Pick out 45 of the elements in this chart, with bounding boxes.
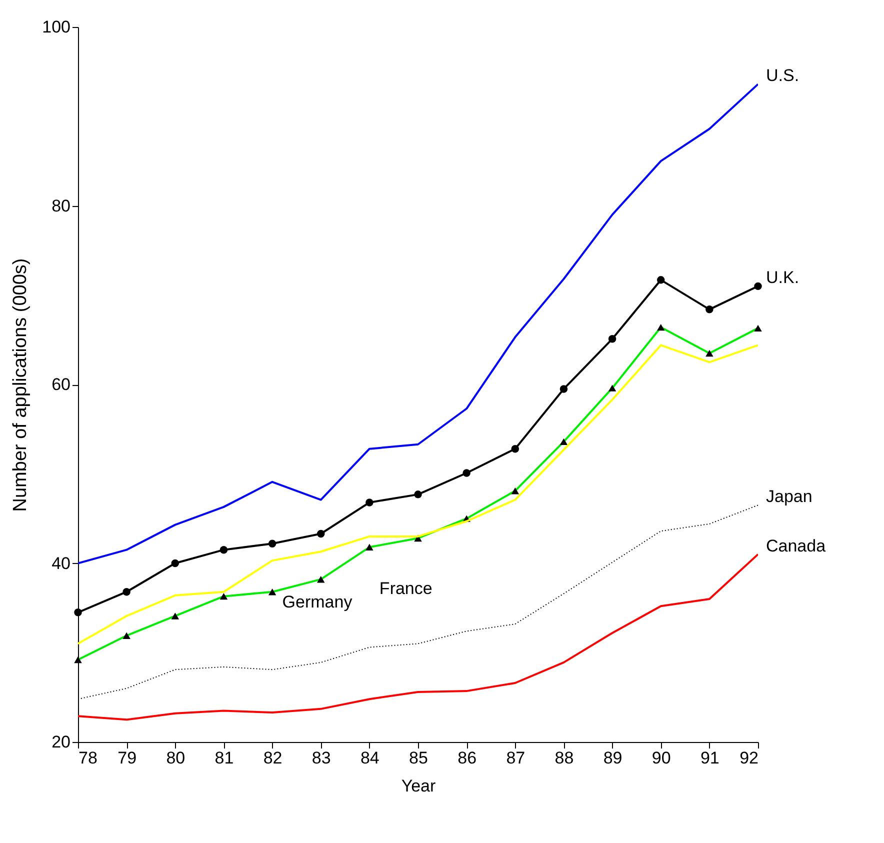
- point: [122, 588, 130, 596]
- x-tick-label: 81: [214, 748, 234, 768]
- point: [366, 498, 374, 506]
- x-tick-label: 92: [740, 748, 758, 768]
- x-tick-label: 78: [78, 748, 98, 768]
- point: [74, 608, 82, 616]
- x-tick-label: 89: [603, 748, 622, 768]
- series-label: Japan: [766, 487, 812, 506]
- x-tick-label: 83: [312, 748, 331, 768]
- point: [656, 276, 665, 284]
- point: [608, 335, 616, 343]
- line-series: [78, 553, 758, 721]
- annotation: France: [379, 579, 432, 598]
- y-tick-label: 100: [42, 18, 70, 36]
- x-tick-label: 88: [554, 748, 574, 768]
- annotation: Germany: [282, 592, 353, 612]
- y-tick-label: 80: [52, 196, 70, 216]
- series-label: U.S.: [766, 66, 800, 86]
- point: [171, 559, 180, 568]
- line-series: [78, 83, 758, 564]
- point: [316, 530, 325, 538]
- x-tick-label: 79: [118, 748, 137, 768]
- point: [462, 469, 470, 477]
- series-label: U.K.: [766, 268, 800, 288]
- x-tick-label: 84: [360, 748, 380, 768]
- point: [706, 306, 714, 314]
- x-tick-label: 80: [166, 748, 186, 768]
- y-tick-label: 60: [52, 375, 70, 394]
- point: [754, 282, 762, 290]
- x-tick-label: 87: [506, 748, 526, 768]
- y-tick-label: 20: [52, 732, 70, 752]
- point: [511, 444, 520, 453]
- x-axis-title: Year: [401, 776, 436, 796]
- x-tick-label: 82: [263, 748, 282, 768]
- y-axis-title: Number of applications (000s): [10, 258, 32, 512]
- point: [414, 490, 422, 498]
- point: [560, 385, 568, 393]
- x-tick-label: 85: [409, 748, 428, 768]
- x-tick-label: 91: [700, 748, 720, 768]
- x-tick-label: 86: [458, 748, 477, 768]
- series-label: Canada: [766, 536, 826, 556]
- point: [268, 540, 276, 548]
- x-tick-label: 90: [652, 748, 671, 768]
- point: [220, 546, 228, 554]
- y-tick-label: 40: [52, 554, 70, 573]
